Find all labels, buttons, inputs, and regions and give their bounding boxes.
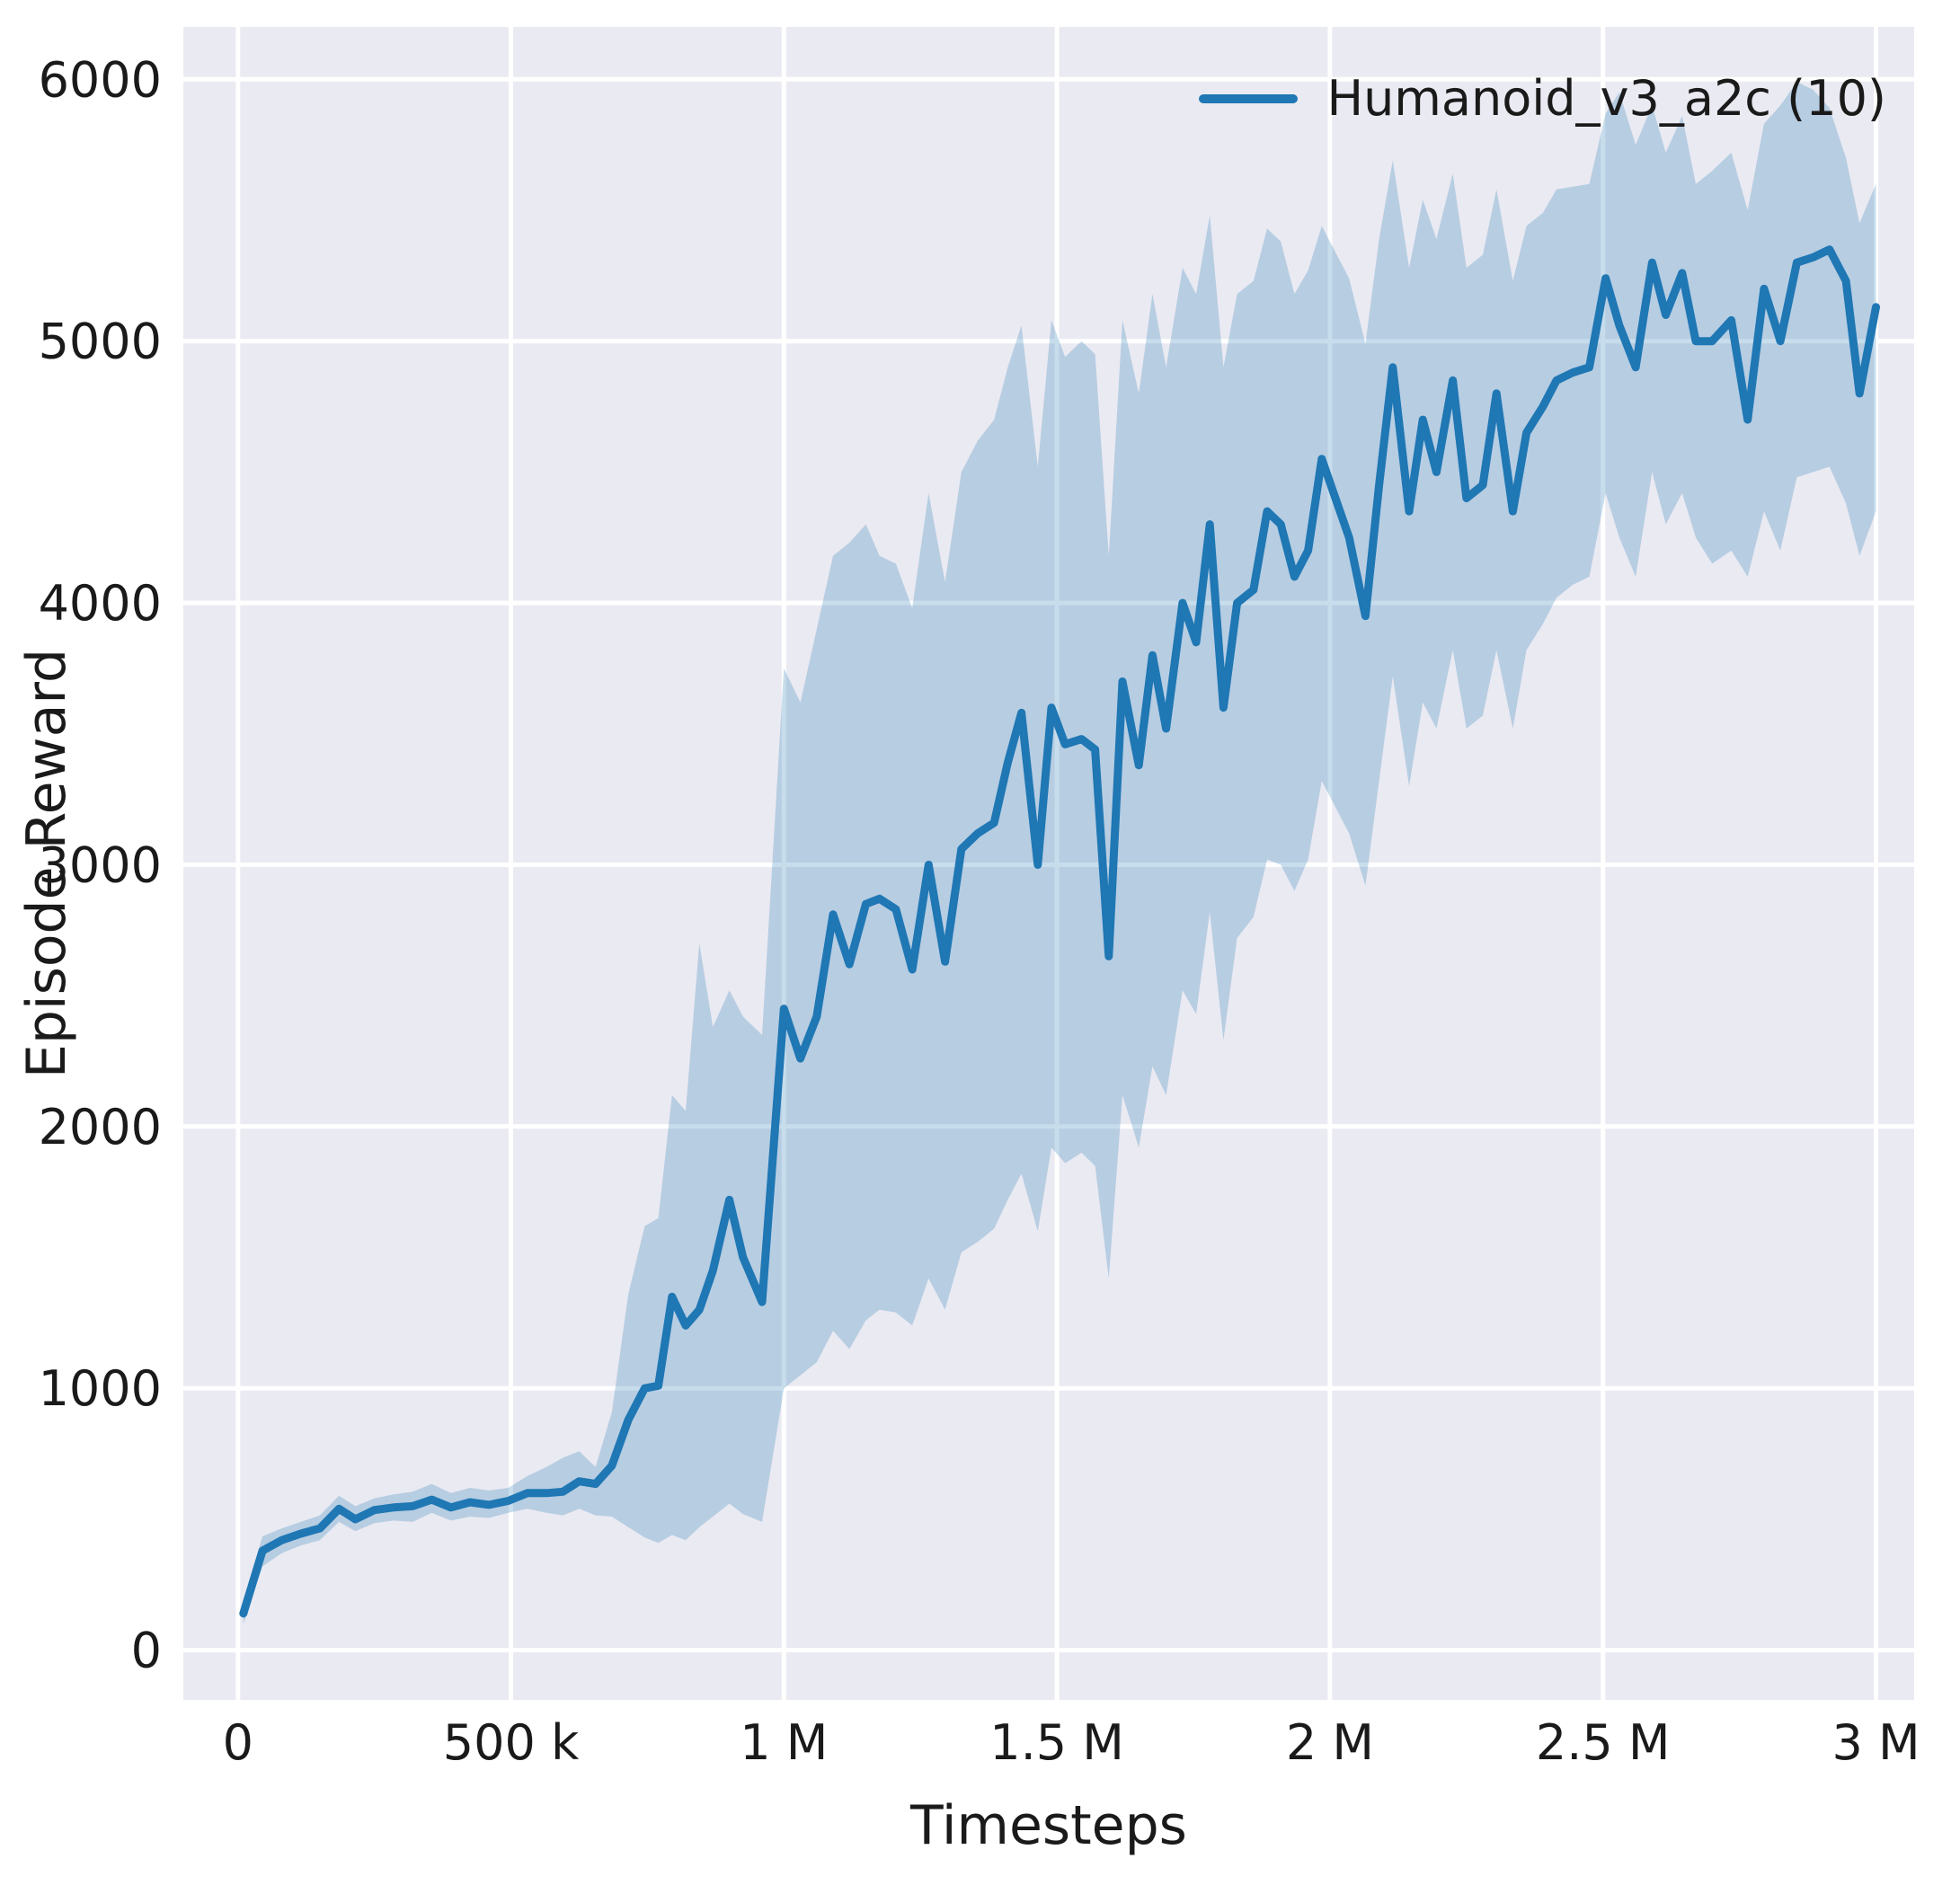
x-tick-label: 500 k <box>443 1714 580 1771</box>
y-tick-label: 4000 <box>39 575 162 632</box>
confidence-band <box>243 82 1876 1624</box>
y-tick-label: 5000 <box>39 314 162 370</box>
x-tick-label: 2 M <box>1286 1714 1374 1771</box>
y-tick-label: 6000 <box>39 51 162 108</box>
y-tick-label: 2000 <box>39 1099 162 1155</box>
legend-line-swatch <box>1199 93 1299 103</box>
x-tick-label: 1 M <box>740 1714 828 1771</box>
y-axis-label: Episode Reward <box>15 648 78 1079</box>
y-tick-label: 0 <box>131 1623 162 1679</box>
legend-label: Humanoid_v3_a2c (10) <box>1326 70 1886 127</box>
x-tick-label: 1.5 M <box>989 1714 1124 1771</box>
x-tick-label: 3 M <box>1831 1714 1920 1771</box>
x-axis-label: Timesteps <box>910 1794 1187 1857</box>
y-tick-label: 1000 <box>39 1360 162 1417</box>
mean-line <box>239 245 1880 1618</box>
x-tick-label: 2.5 M <box>1536 1714 1671 1771</box>
legend: Humanoid_v3_a2c (10) <box>1199 70 1886 127</box>
y-tick-label: 3000 <box>39 837 162 894</box>
x-tick-label: 0 <box>223 1714 253 1771</box>
